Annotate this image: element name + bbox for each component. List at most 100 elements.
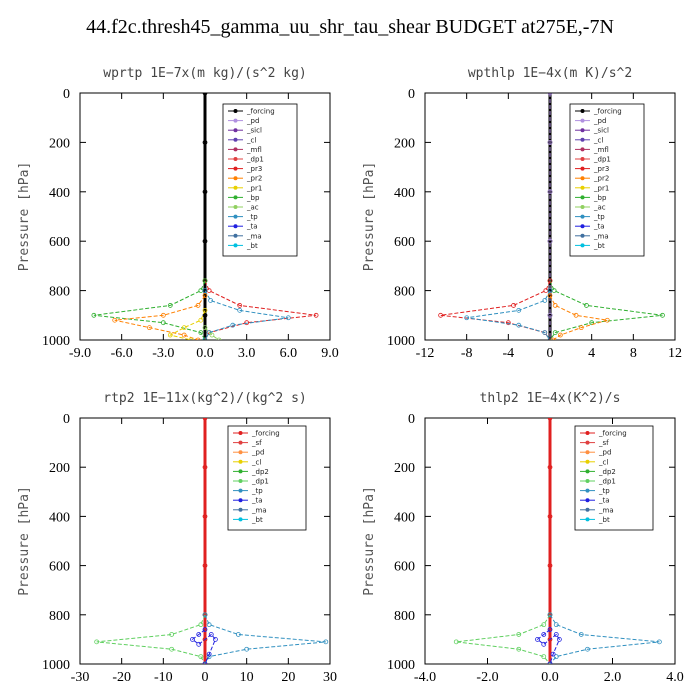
legend-label: _ma [246,232,262,240]
x-tick-label: 4 [588,346,595,361]
series-line-ta [536,629,560,664]
legend-label: _tp [246,213,258,221]
data-point-tp [464,315,470,321]
y-tick-label: 400 [394,186,415,201]
legend-marker [238,498,243,503]
data-point-pd [547,312,553,318]
data-point-ta [556,637,562,642]
data-point-dp1 [198,654,204,660]
legend-marker [580,109,585,113]
data-point-bp [584,303,589,308]
data-point-forcing [202,93,208,96]
data-point-tp [516,307,522,313]
legend-label: _ac [246,204,259,212]
legend-marker [238,479,243,483]
data-point-dp1 [198,622,204,628]
x-tick-label: 0 [202,670,209,685]
legend-label: _pd [246,117,259,125]
data-point-pr3 [237,303,243,308]
x-tick-label: 4.0 [666,670,684,685]
y-tick-label: 1000 [42,334,70,349]
legend-marker [585,517,590,522]
legend-marker [580,137,585,142]
data-point-ta [196,641,202,647]
series-line-bp [549,280,663,340]
legend-marker [233,195,238,200]
data-point-tp [516,322,522,328]
data-point-dp1 [516,632,522,637]
legend-marker [238,517,243,522]
legend-label: _dp1 [598,478,616,486]
legend-label: _pd [251,449,264,457]
data-point-tp [202,337,208,340]
x-tick-label: 9.0 [321,346,339,361]
legend-marker [585,459,590,464]
data-point-tp [553,654,559,660]
legend-label: _dp1 [251,478,269,486]
series-group [438,93,665,340]
y-tick-label: 800 [49,285,70,300]
data-point-forcing [547,637,553,642]
legend-label: _sf [598,439,609,447]
data-point-tp [202,288,208,294]
data-point-pr2 [112,317,118,323]
data-point-tp [235,632,241,637]
legend-label: _bt [251,516,263,524]
legend: _forcing_pd _sicl_cl _mfl _dp1_pr3 _pr2_pr1 _… [569,103,645,257]
legend-marker [585,450,590,455]
x-tick-label: 0.0 [196,346,214,361]
data-point-forcing [202,464,208,470]
data-point-ac [216,337,222,340]
legend-marker [238,507,243,512]
legend-marker [238,488,243,493]
series-line-ta [191,629,216,664]
data-point-tp [208,298,213,303]
y-tick-label: 1000 [42,658,70,673]
series-line-pr3 [204,280,317,340]
legend-marker [238,431,243,435]
legend: _forcing_sf _pd_cl _dp2 _dp1_tp _ta_ma _bt [574,425,654,531]
chart-panel-1: wprtp 1E−7x(m kg)/(s^2 kg) Pressure [hPa]… [17,66,339,361]
data-point-forcing [202,238,208,244]
y-tick-label: 200 [394,461,415,476]
data-point-ac [202,325,208,331]
data-point-pr2 [195,337,201,340]
data-point-bp [160,320,166,326]
data-point-pr2 [160,312,166,318]
data-point-forcing [202,514,208,519]
legend-label: _dp2 [598,468,616,476]
legend-marker [585,479,590,483]
data-point-pr2 [558,332,563,338]
data-point-bp [660,312,665,318]
data-point-pr3 [505,320,511,326]
legend-marker [580,176,585,181]
data-point-ta [202,661,208,664]
legend-marker [233,205,238,209]
legend-label: _ta [246,223,258,231]
legend-label: _bt [598,516,610,524]
legend-label: _pd [593,117,606,125]
legend-label: _mfl [593,146,609,154]
legend-marker [233,137,238,142]
y-tick-label: 600 [49,560,70,575]
data-point-forcing [202,139,208,145]
legend-label: _forcing [246,108,275,116]
legend-label: _ta [251,497,263,505]
y-tick-label: 0 [408,87,415,102]
x-tick-label: 20 [281,670,295,685]
data-point-ta [541,641,547,647]
data-point-dp1 [94,639,100,645]
data-point-tp [244,646,250,652]
data-point-tp [202,612,208,618]
data-point-forcing [202,637,208,642]
x-tick-label: 2.0 [604,670,622,685]
legend-label: _tp [593,213,605,221]
data-point-tp [206,330,212,335]
legend-label: _dp1 [246,156,264,164]
data-point-pr1 [181,325,187,331]
data-point-pr1 [167,332,173,338]
legend-marker [238,440,243,445]
chart-panel-3: rtp2 1E−11x(kg^2)/(kg^2 s) Pressure [hPa]… [17,391,337,685]
